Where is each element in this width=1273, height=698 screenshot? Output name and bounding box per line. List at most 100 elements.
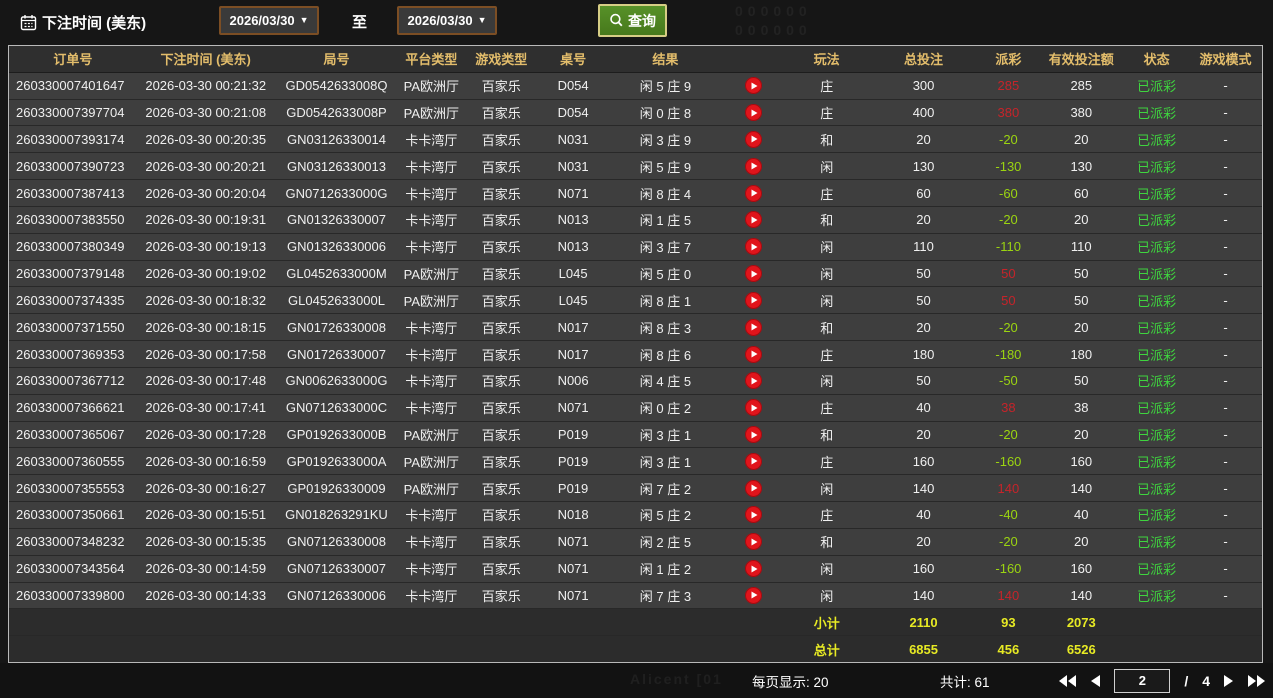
date-to-value: 2026/03/30 xyxy=(407,13,473,28)
dropdown-arrow-icon: ▼ xyxy=(299,15,309,25)
status-cell: 已派彩 xyxy=(1137,347,1177,363)
platform-cell: 卡卡湾厅 xyxy=(405,508,458,524)
round-number-cell: GP01926330009 xyxy=(287,480,386,496)
total-bet-cell: 20 xyxy=(916,319,931,335)
play-video-icon[interactable] xyxy=(745,265,763,283)
bet-time-cell: 2026-03-30 00:17:58 xyxy=(145,346,267,362)
result-video-cell xyxy=(723,341,785,367)
date-from-select[interactable]: 2026/03/30 ▼ xyxy=(219,6,319,35)
platform-cell: 卡卡湾厅 xyxy=(405,186,458,202)
play-video-icon[interactable] xyxy=(745,399,763,417)
status-cell: 已派彩 xyxy=(1137,186,1177,202)
valid-bet-cell: 40 xyxy=(1074,507,1089,523)
payout-cell: -20 xyxy=(999,131,1018,147)
play-video-icon[interactable] xyxy=(745,291,763,309)
game-type-cell: 百家乐 xyxy=(481,347,521,363)
play-video-icon[interactable] xyxy=(745,560,763,578)
result-cell: 闲 0 庄 2 xyxy=(639,401,692,417)
play-video-icon[interactable] xyxy=(745,452,763,470)
last-page-icon[interactable] xyxy=(1247,674,1265,687)
result-cell: 闲 3 庄 1 xyxy=(639,428,692,443)
payout-cell: 285 xyxy=(997,78,1020,94)
valid-bet-cell: 60 xyxy=(1074,185,1089,201)
page-number-input[interactable] xyxy=(1114,668,1171,693)
result-cell: 闲 5 庄 9 xyxy=(639,79,692,95)
play-video-icon[interactable] xyxy=(745,318,763,336)
result-cell: 闲 4 庄 5 xyxy=(639,374,692,390)
table-row: 260330007348232 2026-03-30 00:15:35 GN0712… xyxy=(9,529,1262,556)
result-video-cell xyxy=(723,422,785,448)
dropdown-arrow-icon: ▼ xyxy=(477,15,487,25)
table-row: 260330007369353 2026-03-30 00:17:58 GN0172… xyxy=(9,341,1262,368)
empty-cell xyxy=(275,609,399,635)
result-video-cell xyxy=(723,368,785,394)
table-row: 260330007401647 2026-03-30 00:21:32 GD0542… xyxy=(9,73,1262,100)
valid-bet-cell: 20 xyxy=(1074,319,1089,335)
play-video-icon[interactable] xyxy=(745,586,763,604)
round-number-cell: GD0542633008P xyxy=(286,105,387,121)
prev-page-icon[interactable] xyxy=(1091,674,1101,687)
table-row: 260330007365067 2026-03-30 00:17:28 GP0192… xyxy=(9,422,1262,449)
status-cell: 已派彩 xyxy=(1137,132,1177,148)
game-type-cell: 百家乐 xyxy=(481,132,521,148)
result-cell: 闲 0 庄 8 xyxy=(639,106,692,122)
platform-cell: 卡卡湾厅 xyxy=(405,132,458,148)
table-number-cell: N017 xyxy=(557,319,589,335)
total-bet-cell: 140 xyxy=(912,587,935,603)
order-number-cell: 260330007390723 xyxy=(16,158,125,174)
play-video-icon[interactable] xyxy=(745,506,763,524)
valid-bet-cell: 160 xyxy=(1070,561,1093,577)
next-page-icon[interactable] xyxy=(1224,674,1233,687)
result-cell: 闲 8 庄 1 xyxy=(639,293,692,309)
status-cell: 已派彩 xyxy=(1137,106,1177,122)
status-cell: 已派彩 xyxy=(1137,374,1177,390)
result-video-cell xyxy=(723,502,785,528)
round-number-cell: GD0542633008Q xyxy=(285,78,388,94)
play-video-icon[interactable] xyxy=(745,238,763,256)
play-video-icon[interactable] xyxy=(745,533,763,551)
table-row: 260330007383550 2026-03-30 00:19:31 GN0132… xyxy=(9,207,1262,234)
date-to-select[interactable]: 2026/03/30 ▼ xyxy=(397,6,497,35)
total-bet-cell: 130 xyxy=(912,158,935,174)
empty-cell xyxy=(464,636,538,662)
play-video-icon[interactable] xyxy=(745,345,763,363)
status-cell: 已派彩 xyxy=(1137,508,1177,524)
valid-bet-cell: 38 xyxy=(1074,400,1089,416)
result-cell: 闲 5 庄 9 xyxy=(639,159,692,175)
order-number-cell: 260330007355553 xyxy=(16,480,125,496)
play-video-icon[interactable] xyxy=(745,426,763,443)
play-video-icon[interactable] xyxy=(745,104,763,122)
play-video-icon[interactable] xyxy=(745,211,763,229)
bet-time-cell: 2026-03-30 00:17:28 xyxy=(145,427,267,442)
status-cell: 已派彩 xyxy=(1137,320,1177,336)
play-video-icon[interactable] xyxy=(745,157,763,175)
play-video-icon[interactable] xyxy=(745,184,763,202)
payout-cell: 50 xyxy=(1001,266,1016,282)
empty-cell xyxy=(464,609,538,635)
play-type-cell: 庄 xyxy=(820,106,834,122)
game-mode-cell: - xyxy=(1223,561,1228,577)
result-video-cell xyxy=(723,73,785,99)
game-type-cell: 百家乐 xyxy=(481,320,521,336)
empty-cell xyxy=(1124,609,1189,635)
table-number-cell: D054 xyxy=(557,78,589,94)
total-count-label: 共计: 61 xyxy=(940,674,990,690)
play-type-cell: 闲 xyxy=(820,374,834,390)
game-mode-cell: - xyxy=(1223,131,1228,147)
result-cell: 闲 8 庄 6 xyxy=(639,347,692,363)
column-header: 订单号 xyxy=(53,52,93,68)
play-video-icon[interactable] xyxy=(745,77,763,95)
search-button[interactable]: 查询 xyxy=(598,4,667,37)
play-video-icon[interactable] xyxy=(745,479,763,497)
grand-total-row-valid-bet: 6526 xyxy=(1066,641,1096,657)
game-mode-cell: - xyxy=(1223,453,1228,469)
empty-cell xyxy=(723,609,785,635)
play-type-cell: 庄 xyxy=(820,347,834,363)
payout-cell: -110 xyxy=(995,239,1021,255)
total-bet-cell: 40 xyxy=(916,507,931,523)
play-video-icon[interactable] xyxy=(745,130,763,148)
first-page-icon[interactable] xyxy=(1059,674,1077,687)
play-video-icon[interactable] xyxy=(745,372,763,390)
column-header: 派彩 xyxy=(995,52,1022,68)
bet-time-cell: 2026-03-30 00:19:13 xyxy=(145,239,267,255)
